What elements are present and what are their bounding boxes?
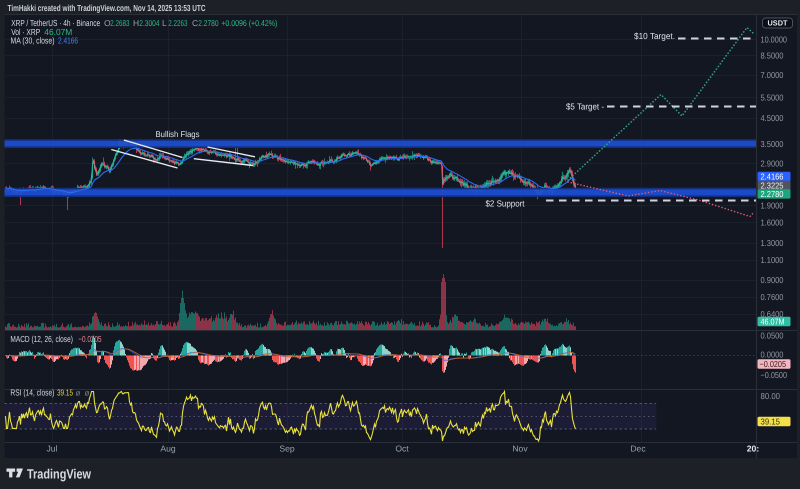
svg-text:2.3225: 2.3225 xyxy=(761,180,784,190)
svg-text:0.6400: 0.6400 xyxy=(761,309,784,319)
svg-text:39.15: 39.15 xyxy=(57,387,73,397)
svg-text:+0.0096 (+0.42%): +0.0096 (+0.42%) xyxy=(221,18,277,28)
svg-text:ø: ø xyxy=(76,388,81,397)
svg-text:ø: ø xyxy=(85,388,90,397)
svg-text:2.2780: 2.2780 xyxy=(761,189,784,199)
svg-text:0.0500: 0.0500 xyxy=(761,331,784,341)
svg-text:−0.0500: −0.0500 xyxy=(761,370,788,380)
svg-text:Sep: Sep xyxy=(279,443,295,453)
svg-text:Nov: Nov xyxy=(512,443,528,453)
svg-text:Oct: Oct xyxy=(395,443,409,453)
svg-text:O: O xyxy=(104,18,111,28)
svg-text:−0.0205: −0.0205 xyxy=(78,334,101,344)
svg-text:2.3004: 2.3004 xyxy=(139,18,159,28)
svg-text:46.07M: 46.07M xyxy=(44,27,72,37)
svg-text:RSI (14, close): RSI (14, close) xyxy=(10,387,54,397)
svg-text:2.2780: 2.2780 xyxy=(198,18,218,28)
svg-text:MA (30, close): MA (30, close) xyxy=(11,36,55,46)
svg-text:5.5000: 5.5000 xyxy=(761,93,784,103)
svg-text:H: H xyxy=(133,18,139,28)
svg-text:TradingView: TradingView xyxy=(27,467,91,482)
svg-text:8.5000: 8.5000 xyxy=(761,51,784,61)
svg-text:1.3000: 1.3000 xyxy=(761,238,784,248)
svg-text:USDT: USDT xyxy=(768,18,788,27)
svg-text:Vol · XRP: Vol · XRP xyxy=(11,27,40,37)
svg-text:80.00: 80.00 xyxy=(761,391,781,401)
svg-text:39.15: 39.15 xyxy=(761,417,781,427)
svg-text:3.5000: 3.5000 xyxy=(761,139,784,149)
svg-text:Bullish Flags: Bullish Flags xyxy=(156,129,200,139)
svg-text:L: L xyxy=(162,18,167,28)
svg-text:0.7600: 0.7600 xyxy=(761,292,784,302)
svg-text:Dec: Dec xyxy=(630,443,646,453)
svg-text:TimHakki created with TradingV: TimHakki created with TradingView.com, N… xyxy=(8,3,206,13)
svg-text:7.0000: 7.0000 xyxy=(761,70,784,80)
svg-text:0.0000: 0.0000 xyxy=(761,350,784,360)
svg-text:XRP / TetherUS · 4h · Binance: XRP / TetherUS · 4h · Binance xyxy=(11,18,100,28)
svg-text:−0.0205: −0.0205 xyxy=(760,359,787,369)
svg-text:2.2263: 2.2263 xyxy=(168,18,187,28)
svg-text:1.6000: 1.6000 xyxy=(761,218,784,228)
svg-text:10.0000: 10.0000 xyxy=(761,35,788,45)
svg-text:$5 Target -: $5 Target - xyxy=(566,101,604,111)
svg-text:2.2683: 2.2683 xyxy=(110,18,129,28)
svg-text:$10 Target.: $10 Target. xyxy=(634,31,675,41)
svg-text:0.9000: 0.9000 xyxy=(761,275,784,285)
svg-text:C: C xyxy=(192,18,198,28)
svg-text:1.1000: 1.1000 xyxy=(761,255,784,265)
svg-text:2.9000: 2.9000 xyxy=(761,159,784,169)
svg-text:Jul: Jul xyxy=(47,443,58,453)
svg-text:4.5000: 4.5000 xyxy=(761,113,784,123)
svg-text:MACD (12, 26, close): MACD (12, 26, close) xyxy=(10,334,73,344)
svg-text:1.9000: 1.9000 xyxy=(761,201,784,211)
svg-text:2.4166: 2.4166 xyxy=(761,172,784,182)
svg-text:46.07M: 46.07M xyxy=(761,317,785,327)
svg-text:2.4166: 2.4166 xyxy=(58,36,78,46)
svg-text:$2 Support: $2 Support xyxy=(486,198,525,208)
svg-text:Aug: Aug xyxy=(160,443,176,453)
svg-text:20:: 20: xyxy=(747,443,760,453)
